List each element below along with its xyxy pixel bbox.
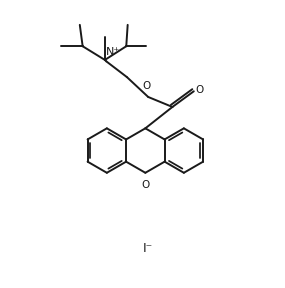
Text: O: O — [196, 85, 204, 95]
Text: O: O — [141, 180, 149, 190]
Text: N⁺: N⁺ — [106, 47, 120, 57]
Text: I⁻: I⁻ — [143, 242, 153, 255]
Text: O: O — [143, 81, 151, 91]
